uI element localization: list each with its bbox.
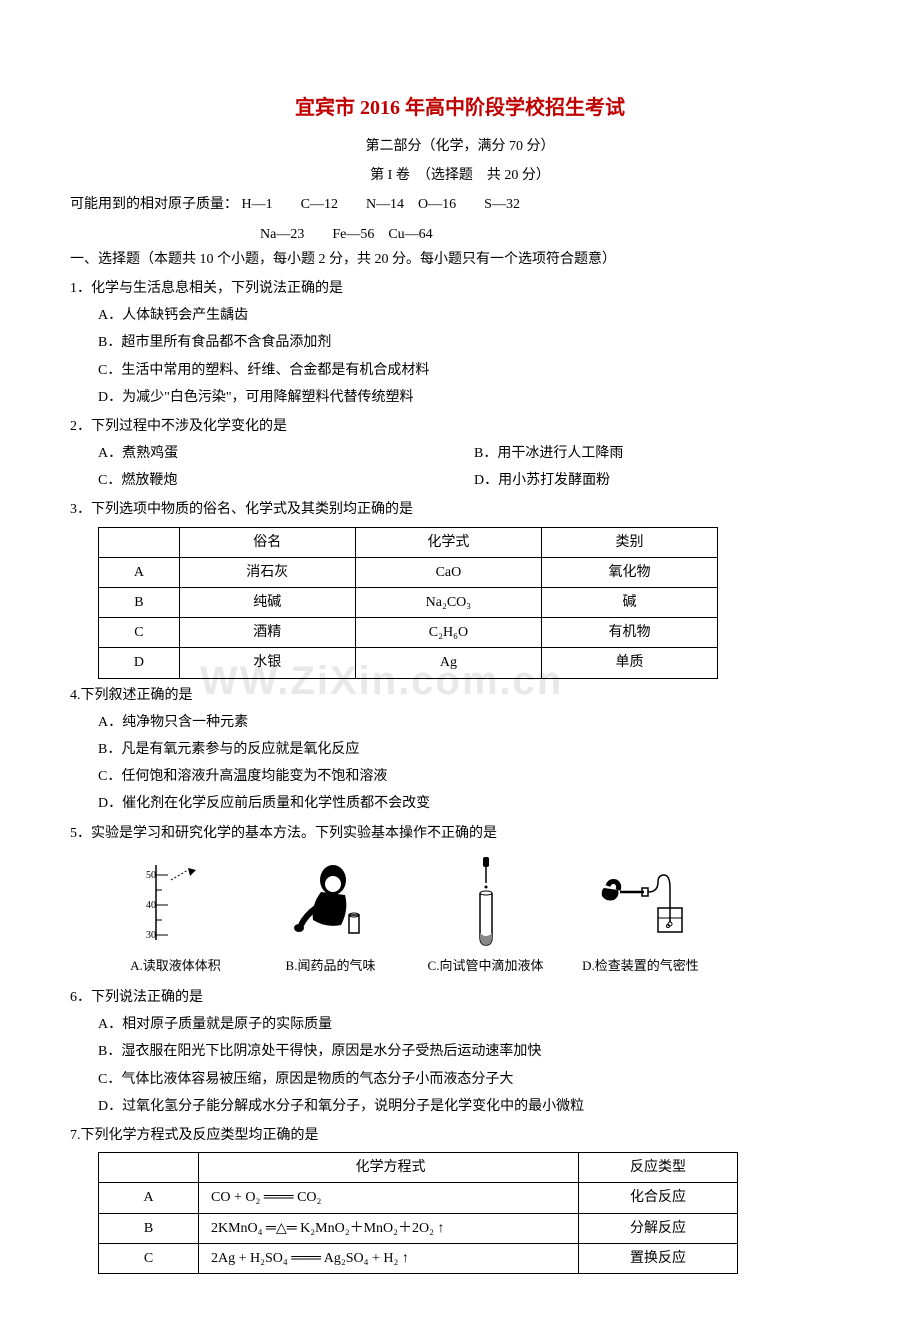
atomic-mass-line2: Na—23 Fe—56 Cu—64 bbox=[70, 222, 850, 247]
atomic-mass-info: 可能用到的相对原子质量： H—1 C—12 N—14 O—16 S—32 bbox=[70, 192, 850, 217]
table-row: D 水银 Ag 单质 bbox=[99, 648, 718, 678]
fig-b-label: B.闻药品的气味 bbox=[261, 954, 401, 977]
q2-option-d: D．用小苏打发酵面粉 bbox=[474, 468, 850, 493]
smell-icon bbox=[261, 858, 401, 948]
q1-option-d: D．为减少"白色污染"，可用降解塑料代替传统塑料 bbox=[70, 385, 850, 410]
dropper-icon bbox=[416, 858, 556, 948]
q4-option-d: D．催化剂在化学反应前后质量和化学性质都不会改变 bbox=[70, 791, 850, 816]
table-row: A CO + O₂ ═══ CO₂ 化合反应 bbox=[99, 1183, 738, 1213]
q3-h2: 化学式 bbox=[355, 527, 541, 557]
table-header-row: 化学方程式 反应类型 bbox=[99, 1153, 738, 1183]
q3-r1-common: 纯碱 bbox=[179, 588, 355, 618]
q3-r3-formula: Ag bbox=[355, 648, 541, 678]
q2-option-b: B．用干冰进行人工降雨 bbox=[474, 441, 850, 466]
table-row: B 2KMnO₄ ═△═ K₂MnO₂＋MnO₂＋2O₂ ↑ 分解反应 bbox=[99, 1213, 738, 1243]
table-row: C 酒精 C₂H₆O 有机物 bbox=[99, 618, 718, 648]
q7-r1-type: 分解反应 bbox=[579, 1213, 738, 1243]
exam-subtitle: 第二部分（化学，满分 70 分） bbox=[70, 134, 850, 159]
q6-option-d: D．过氧化氢分子能分解成水分子和氧分子，说明分子是化学变化中的最小微粒 bbox=[70, 1094, 850, 1119]
atomic-mass-label: 可能用到的相对原子质量： bbox=[70, 197, 238, 212]
q3-r0-common: 消石灰 bbox=[179, 557, 355, 587]
q7-r2-eq: 2Ag + H₂SO₄ ═══ Ag₂SO₄ + H₂ ↑ bbox=[199, 1243, 579, 1273]
question-1: 1．化学与生活息息相关，下列说法正确的是 A．人体缺钙会产生龋齿 B．超市里所有… bbox=[70, 276, 850, 410]
q1-option-a: A．人体缺钙会产生龋齿 bbox=[70, 303, 850, 328]
q7-r2-type: 置换反应 bbox=[579, 1243, 738, 1273]
fig-c: C.向试管中滴加液体 bbox=[416, 858, 556, 977]
question-6: 6．下列说法正确的是 A．相对原子质量就是原子的实际质量 B．湿衣服在阳光下比阴… bbox=[70, 985, 850, 1119]
q3-r2-label: C bbox=[99, 618, 180, 648]
q7-r1-label: B bbox=[99, 1213, 199, 1243]
q2-option-a: A．煮熟鸡蛋 bbox=[98, 441, 474, 466]
q4-option-c: C．任何饱和溶液升高温度均能变为不饱和溶液 bbox=[70, 764, 850, 789]
fig-c-label: C.向试管中滴加液体 bbox=[416, 954, 556, 977]
q1-text: 1．化学与生活息息相关，下列说法正确的是 bbox=[70, 276, 850, 301]
atomic-mass-line1: H—1 C—12 N—14 O—16 S—32 bbox=[242, 197, 520, 212]
q3-r0-formula: CaO bbox=[355, 557, 541, 587]
q7-h1: 化学方程式 bbox=[199, 1153, 579, 1183]
question-2: 2．下列过程中不涉及化学变化的是 A．煮熟鸡蛋 B．用干冰进行人工降雨 C．燃放… bbox=[70, 414, 850, 494]
svg-text:50: 50 bbox=[146, 870, 156, 881]
q7-text: 7.下列化学方程式及反应类型均正确的是 bbox=[70, 1123, 850, 1148]
q3-r3-category: 单质 bbox=[542, 648, 718, 678]
q3-r1-category: 碱 bbox=[542, 588, 718, 618]
q5-figures: 50 40 30 A.读取液体体积 bbox=[98, 858, 718, 977]
cylinder-icon: 50 40 30 bbox=[106, 858, 246, 948]
q7-r1-eq: 2KMnO₄ ═△═ K₂MnO₂＋MnO₂＋2O₂ ↑ bbox=[199, 1213, 579, 1243]
q3-r2-category: 有机物 bbox=[542, 618, 718, 648]
q3-r3-label: D bbox=[99, 648, 180, 678]
q3-table: 俗名 化学式 类别 A 消石灰 CaO 氧化物 B 纯碱 Na₂CO₃ 碱 C … bbox=[98, 527, 718, 679]
q3-r2-common: 酒精 bbox=[179, 618, 355, 648]
q7-table: 化学方程式 反应类型 A CO + O₂ ═══ CO₂ 化合反应 B 2KMn… bbox=[98, 1152, 738, 1274]
exam-title: 宜宾市 2016 年高中阶段学校招生考试 bbox=[70, 90, 850, 126]
fig-a: 50 40 30 A.读取液体体积 bbox=[106, 858, 246, 977]
q7-h2: 反应类型 bbox=[579, 1153, 738, 1183]
table-header-row: 俗名 化学式 类别 bbox=[99, 527, 718, 557]
q6-text: 6．下列说法正确的是 bbox=[70, 985, 850, 1010]
q3-r1-label: B bbox=[99, 588, 180, 618]
q3-text: 3．下列选项中物质的俗名、化学式及其类别均正确的是 bbox=[70, 497, 850, 522]
fig-a-label: A.读取液体体积 bbox=[106, 954, 246, 977]
q5-text: 5．实验是学习和研究化学的基本方法。下列实验基本操作不正确的是 bbox=[70, 821, 850, 846]
fig-d-label: D.检查装置的气密性 bbox=[571, 954, 711, 977]
q6-option-c: C．气体比液体容易被压缩，原因是物质的气态分子小而液态分子大 bbox=[70, 1067, 850, 1092]
q3-h3: 类别 bbox=[542, 527, 718, 557]
question-4: 4.下列叙述正确的是 A．纯净物只含一种元素 B．凡是有氧元素参与的反应就是氧化… bbox=[70, 683, 850, 817]
q7-r0-eq: CO + O₂ ═══ CO₂ bbox=[199, 1183, 579, 1213]
table-row: C 2Ag + H₂SO₄ ═══ Ag₂SO₄ + H₂ ↑ 置换反应 bbox=[99, 1243, 738, 1273]
table-row: A 消石灰 CaO 氧化物 bbox=[99, 557, 718, 587]
q7-h0 bbox=[99, 1153, 199, 1183]
q2-text: 2．下列过程中不涉及化学变化的是 bbox=[70, 414, 850, 439]
q3-r0-label: A bbox=[99, 557, 180, 587]
q6-option-a: A．相对原子质量就是原子的实际质量 bbox=[70, 1012, 850, 1037]
q2-option-c: C．燃放鞭炮 bbox=[98, 468, 474, 493]
q3-h0 bbox=[99, 527, 180, 557]
q4-option-b: B．凡是有氧元素参与的反应就是氧化反应 bbox=[70, 737, 850, 762]
q7-r0-type: 化合反应 bbox=[579, 1183, 738, 1213]
fig-b: B.闻药品的气味 bbox=[261, 858, 401, 977]
q7-r2-label: C bbox=[99, 1243, 199, 1273]
airtight-icon bbox=[571, 858, 711, 948]
question-5: 5．实验是学习和研究化学的基本方法。下列实验基本操作不正确的是 50 40 30 bbox=[70, 821, 850, 978]
question-3: 3．下列选项中物质的俗名、化学式及其类别均正确的是 俗名 化学式 类别 A 消石… bbox=[70, 497, 850, 678]
q4-text: 4.下列叙述正确的是 bbox=[70, 683, 850, 708]
q3-h1: 俗名 bbox=[179, 527, 355, 557]
table-row: B 纯碱 Na₂CO₃ 碱 bbox=[99, 588, 718, 618]
svg-text:40: 40 bbox=[146, 900, 156, 911]
section-header: 第 I 卷 （选择题 共 20 分） bbox=[70, 163, 850, 188]
q6-option-b: B．湿衣服在阳光下比阴凉处干得快，原因是水分子受热后运动速率加快 bbox=[70, 1039, 850, 1064]
q1-option-c: C．生活中常用的塑料、纤维、合金都是有机合成材料 bbox=[70, 358, 850, 383]
q3-r3-common: 水银 bbox=[179, 648, 355, 678]
fig-d: D.检查装置的气密性 bbox=[571, 858, 711, 977]
q3-r1-formula: Na₂CO₃ bbox=[355, 588, 541, 618]
q3-r0-category: 氧化物 bbox=[542, 557, 718, 587]
svg-text:30: 30 bbox=[146, 930, 156, 941]
q7-r0-label: A bbox=[99, 1183, 199, 1213]
question-7: 7.下列化学方程式及反应类型均正确的是 化学方程式 反应类型 A CO + O₂… bbox=[70, 1123, 850, 1274]
q1-option-b: B．超市里所有食品都不含食品添加剂 bbox=[70, 330, 850, 355]
q3-r2-formula: C₂H₆O bbox=[355, 618, 541, 648]
q4-option-a: A．纯净物只含一种元素 bbox=[70, 710, 850, 735]
section1-instruction: 一、选择题（本题共 10 个小题，每小题 2 分，共 20 分。每小题只有一个选… bbox=[70, 247, 850, 272]
